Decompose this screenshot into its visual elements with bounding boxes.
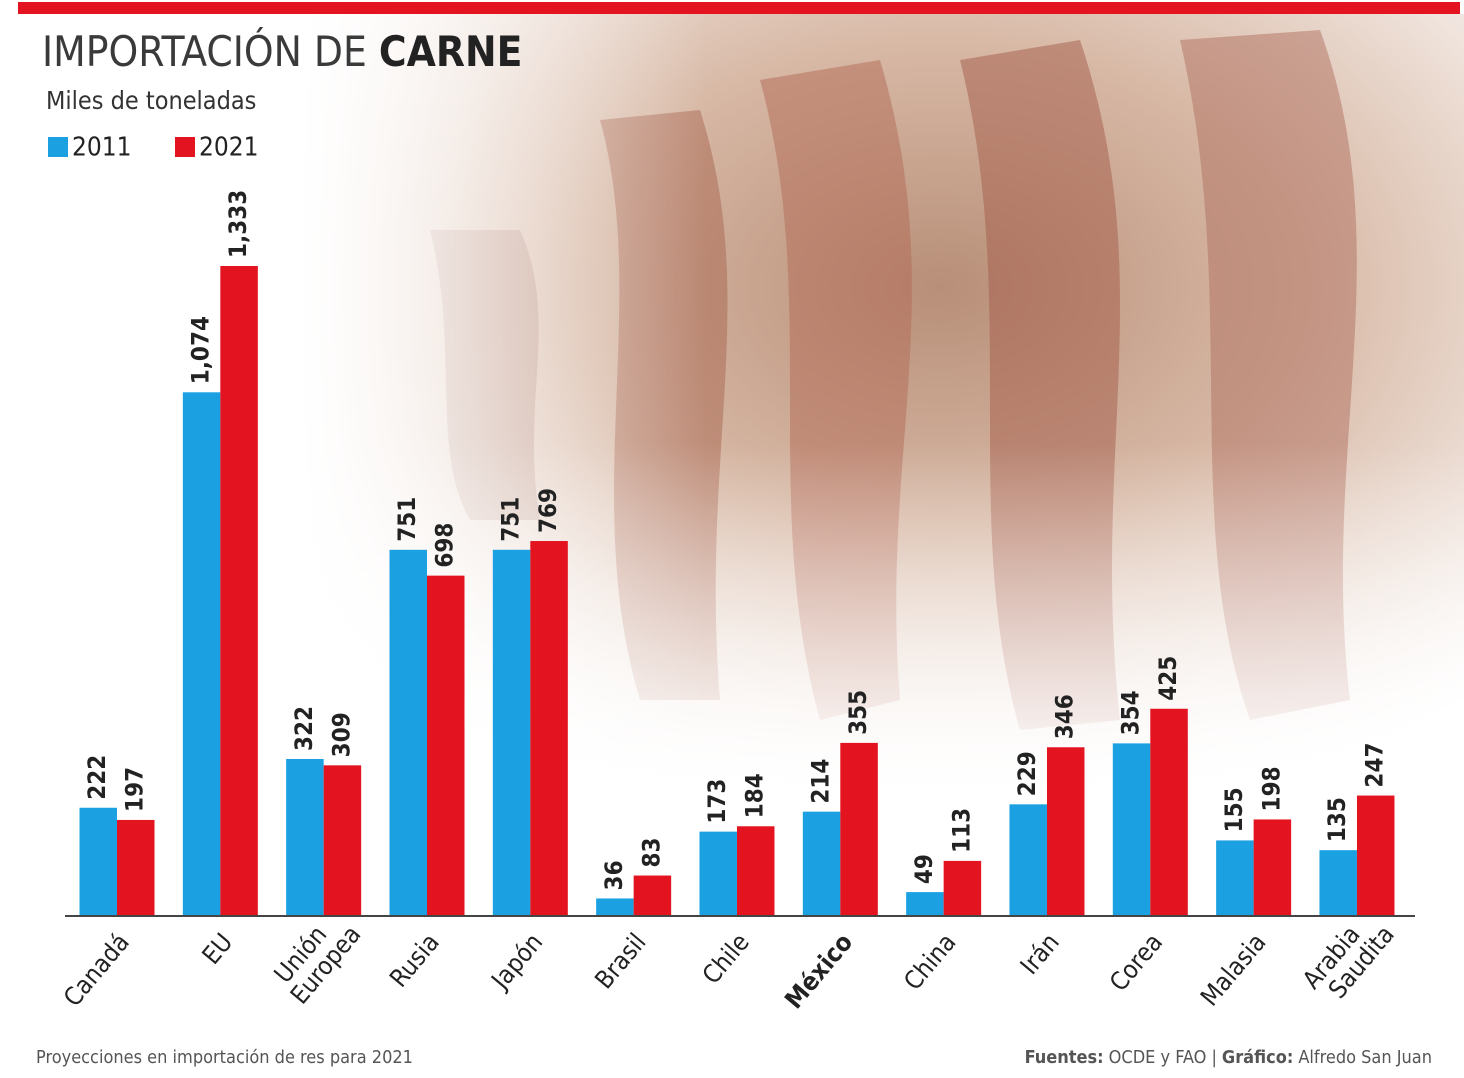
- top-rule: [18, 2, 1460, 14]
- bar: [220, 266, 258, 916]
- x-tick-label: Irán: [1014, 928, 1064, 980]
- bar: [906, 892, 944, 916]
- bar: [1253, 819, 1292, 916]
- value-label: 184: [741, 773, 769, 818]
- background-photo: [300, 14, 1464, 794]
- bar: [802, 811, 841, 916]
- legend-label: 2011: [72, 133, 132, 163]
- x-tick-label: México: [779, 928, 858, 1015]
- value-label: 135: [1323, 797, 1351, 842]
- bar: [840, 742, 878, 916]
- bar: [1356, 795, 1395, 916]
- x-tick-label: EU: [196, 928, 238, 970]
- value-label: 222: [83, 755, 111, 800]
- bar: [426, 575, 465, 916]
- bar: [117, 819, 155, 916]
- footnote: Proyecciones en importación de res para …: [36, 1047, 413, 1068]
- value-label: 309: [327, 712, 355, 757]
- bar: [596, 898, 634, 916]
- bar: [530, 541, 568, 916]
- x-tick-label: Malasia: [1195, 928, 1272, 1012]
- source-part: OCDE y FAO: [1109, 1047, 1207, 1068]
- x-tick-label: UniónEuropea: [265, 903, 367, 1009]
- bar: [323, 765, 362, 916]
- value-label: 698: [431, 523, 459, 568]
- value-label: 214: [807, 759, 835, 804]
- value-label: 49: [910, 854, 938, 884]
- value-label: 113: [947, 808, 975, 853]
- value-label: 1,074: [187, 316, 215, 384]
- value-label: 198: [1257, 766, 1285, 811]
- value-label: 354: [1117, 690, 1145, 735]
- source: Fuentes: OCDE y FAO | Gráfico: Alfredo San J…: [1025, 1047, 1432, 1068]
- value-label: 173: [703, 779, 731, 824]
- bar: [736, 826, 775, 916]
- value-label: 355: [844, 690, 872, 735]
- source-part: Gráfico:: [1222, 1047, 1293, 1068]
- x-tick-label: Japón: [484, 928, 548, 996]
- value-label: 83: [637, 837, 665, 867]
- bar: [943, 860, 982, 916]
- x-tick-label: Brasil: [589, 928, 652, 995]
- bar: [286, 758, 324, 916]
- bar: [1216, 840, 1254, 916]
- value-label: 751: [497, 497, 525, 542]
- value-label: 346: [1051, 694, 1079, 739]
- bar: [1319, 850, 1357, 916]
- bar: [633, 875, 672, 916]
- value-label: 322: [290, 706, 318, 751]
- bar: [699, 831, 737, 916]
- subtitle: Miles de toneladas: [46, 86, 256, 115]
- bar: [182, 392, 221, 916]
- x-tick-label: ArabiaSaudita: [1297, 903, 1400, 1011]
- bar: [389, 549, 427, 916]
- value-label: 769: [534, 488, 562, 533]
- title-light: IMPORTACIÓN DE: [42, 26, 367, 76]
- x-tick-label: Rusia: [384, 928, 445, 993]
- chart-title: IMPORTACIÓN DE CARNE: [42, 26, 522, 76]
- x-tick-label: Corea: [1104, 928, 1169, 997]
- legend-label: 2021: [199, 133, 259, 163]
- title-bold: CARNE: [379, 27, 523, 76]
- source-part: |: [1211, 1047, 1216, 1068]
- source-part: Alfredo San Juan: [1298, 1047, 1432, 1068]
- value-label: 229: [1013, 751, 1041, 796]
- x-tick-label: China: [898, 928, 962, 996]
- bar: [492, 549, 531, 916]
- x-tick-label: Canadá: [58, 928, 135, 1012]
- value-label: 751: [393, 497, 421, 542]
- value-label: 425: [1154, 656, 1182, 701]
- value-label: 1,333: [224, 190, 252, 258]
- bar: [1112, 743, 1151, 916]
- value-label: 197: [121, 767, 149, 812]
- x-tick-label: Chile: [697, 928, 755, 990]
- bar: [1009, 804, 1047, 916]
- value-label: 36: [600, 860, 628, 890]
- bar: [1150, 708, 1188, 916]
- legend-swatch: [48, 137, 68, 157]
- value-label: 247: [1361, 742, 1389, 787]
- legend-swatch: [175, 137, 195, 157]
- source-part: Fuentes:: [1025, 1047, 1104, 1068]
- bar: [79, 807, 117, 916]
- value-label: 155: [1220, 787, 1248, 832]
- bar: [1046, 747, 1085, 916]
